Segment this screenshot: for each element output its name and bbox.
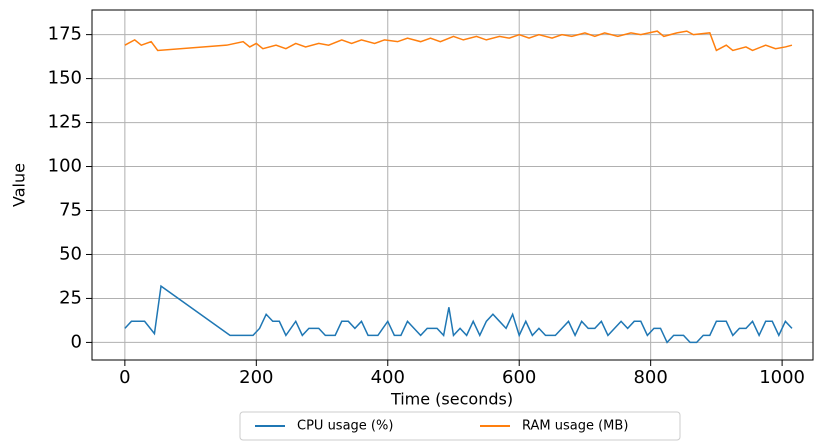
- x-tick-label: 0: [119, 367, 130, 388]
- x-tick-label: 200: [239, 367, 273, 388]
- y-tick-label: 175: [48, 24, 82, 45]
- y-tick-label: 0: [71, 331, 82, 352]
- y-tick-label: 125: [48, 112, 82, 133]
- y-axis-label: Value: [10, 163, 29, 207]
- plot-frame: [91, 9, 814, 361]
- legend-label: CPU usage (%): [297, 419, 393, 434]
- x-axis-label: Time (seconds): [390, 390, 513, 409]
- legend-box: [239, 411, 681, 441]
- x-tick-label: 800: [633, 367, 667, 388]
- x-tick-label: 1000: [759, 367, 805, 388]
- x-tick-label: 400: [371, 367, 405, 388]
- series-line: [124, 30, 793, 52]
- x-tick-label: 600: [502, 367, 536, 388]
- y-tick-label: 75: [59, 200, 82, 221]
- y-tick-label: 150: [48, 68, 82, 89]
- legend-label: RAM usage (MB): [522, 419, 628, 434]
- series-line: [124, 284, 793, 344]
- y-tick-label: 25: [59, 287, 82, 308]
- y-tick-label: 50: [59, 243, 82, 264]
- y-tick-label: 100: [48, 156, 82, 177]
